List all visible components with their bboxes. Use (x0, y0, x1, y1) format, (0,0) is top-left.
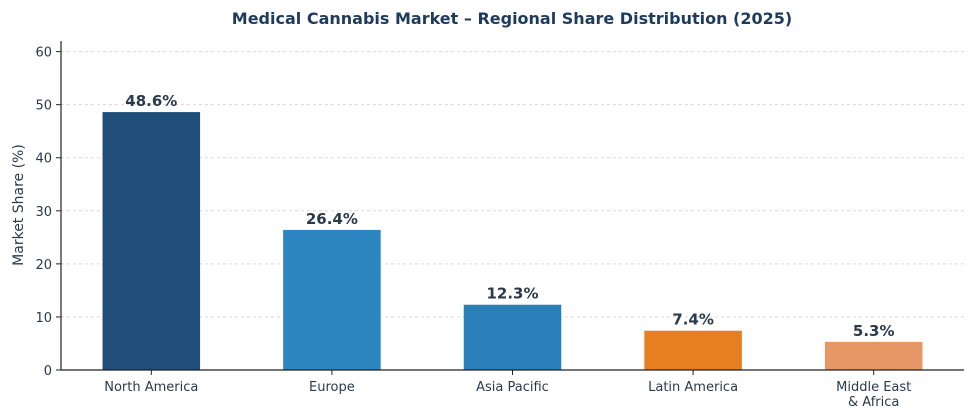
x-tick-label: Middle East & Africa (836, 380, 911, 410)
x-ticks: North America Europe Asia Pacific Latin Ame… (104, 370, 911, 410)
y-tick-label: 30 (35, 205, 52, 220)
y-tick-label: 60 (35, 46, 52, 61)
data-label: 12.3% (486, 285, 538, 303)
bar (102, 112, 201, 371)
x-tick-label: Europe (309, 380, 355, 395)
x-tick-label: North America (104, 380, 198, 395)
grid-lines (61, 51, 964, 318)
chart-title: Medical Cannabis Market – Regional Share… (232, 9, 792, 28)
y-ticks: 0 10 20 30 40 50 60 (35, 46, 61, 379)
bar (283, 229, 381, 370)
bar (463, 304, 562, 370)
y-tick-label: 50 (35, 99, 52, 114)
bar (824, 341, 923, 370)
y-tick-label: 40 (35, 152, 52, 167)
data-label: 7.4% (672, 311, 714, 329)
x-tick-label: Latin America (648, 380, 738, 395)
data-labels: 48.6% 26.4% 12.3% 7.4% 5.3% (125, 92, 894, 340)
y-tick-label: 0 (44, 364, 52, 379)
y-axis-label: Market Share (%) (11, 144, 27, 266)
bars (102, 112, 923, 371)
y-tick-label: 20 (35, 258, 52, 273)
data-label: 26.4% (306, 210, 358, 228)
bar (644, 330, 742, 370)
y-tick-label: 10 (35, 311, 52, 326)
x-tick-label: Asia Pacific (476, 380, 549, 395)
data-label: 5.3% (853, 322, 895, 340)
data-label: 48.6% (125, 92, 177, 110)
